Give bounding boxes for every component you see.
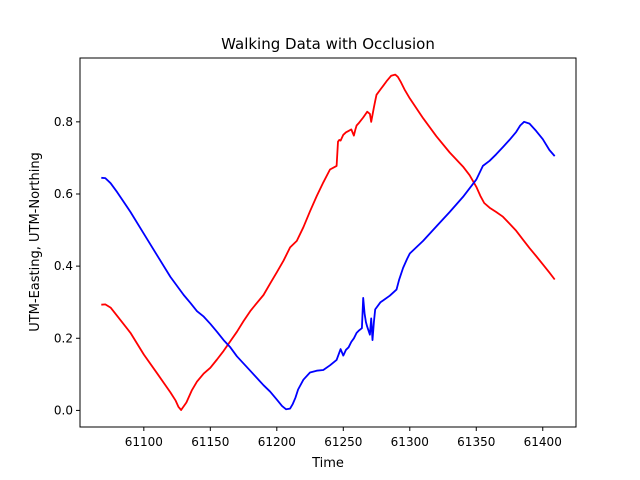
x-tick-label: 61300 <box>391 435 429 449</box>
y-tick-label: 0.4 <box>54 259 73 273</box>
series-line-1 <box>101 120 556 411</box>
y-tick-label: 0.6 <box>54 187 73 201</box>
x-tick-label: 61350 <box>457 435 495 449</box>
y-tick-label: 0.0 <box>54 403 73 417</box>
x-axis: 61100 61150 61200 61250 61300 61350 61400 <box>125 427 562 449</box>
series-line-0 <box>101 73 556 411</box>
x-tick-label: 61400 <box>524 435 562 449</box>
y-tick-label: 0.2 <box>54 331 73 345</box>
series-layer <box>101 73 556 411</box>
chart-title: Walking Data with Occlusion <box>221 35 435 53</box>
plot-area-frame <box>79 57 577 428</box>
y-tick-label: 0.8 <box>54 115 73 129</box>
x-tick-label: 61100 <box>125 435 163 449</box>
y-axis-label: UTM-Easting, UTM-Northing <box>28 152 43 332</box>
x-axis-label: Time <box>311 456 344 471</box>
x-tick-label: 61150 <box>191 435 229 449</box>
x-tick-label: 61250 <box>324 435 362 449</box>
y-axis: 0.0 0.2 0.4 0.6 0.8 <box>54 115 80 417</box>
x-tick-label: 61200 <box>258 435 296 449</box>
